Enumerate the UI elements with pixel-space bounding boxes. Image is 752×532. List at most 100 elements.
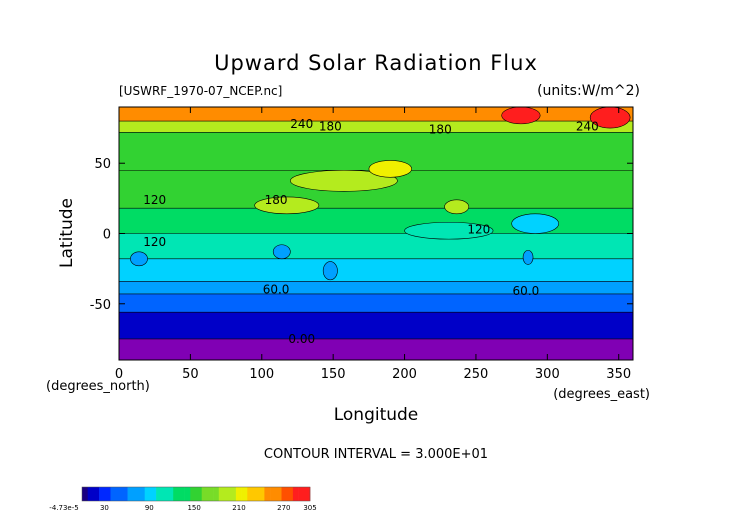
heatmap-patch xyxy=(589,107,631,129)
colorbar-swatch xyxy=(264,487,271,501)
colorbar xyxy=(81,486,311,502)
colorbar-swatch xyxy=(116,487,123,501)
colorbar-swatch xyxy=(161,487,168,501)
colorbar-swatch xyxy=(133,487,140,501)
colorbar-label: 90 xyxy=(145,504,154,512)
colorbar-swatch xyxy=(213,487,220,501)
contour-label: 180 xyxy=(265,193,288,207)
heatmap-patch xyxy=(522,250,534,265)
y-unit-label: (degrees_north) xyxy=(46,379,150,394)
units-label: (units:W/m^2) xyxy=(537,83,640,99)
x-tick-label: 100 xyxy=(249,367,274,382)
colorbar-swatch xyxy=(218,487,225,501)
chart-title: Upward Solar Radiation Flux xyxy=(214,51,538,75)
colorbar-swatch xyxy=(230,487,237,501)
colorbar-swatch xyxy=(82,487,88,501)
colorbar-swatch xyxy=(110,487,117,501)
heatmap-band xyxy=(119,121,633,133)
colorbar-swatch xyxy=(201,487,208,501)
heatmap-patch xyxy=(368,160,412,178)
y-tick-label: -50 xyxy=(90,298,111,313)
colorbar-frame xyxy=(81,486,311,502)
heatmap-patch xyxy=(501,107,541,125)
colorbar-swatch xyxy=(235,487,242,501)
colorbar-swatch xyxy=(287,487,294,501)
heatmap-patch xyxy=(404,221,494,240)
colorbar-swatch xyxy=(93,487,100,501)
x-tick-label: 150 xyxy=(321,367,346,382)
x-axis-label: Longitude xyxy=(334,405,419,425)
colorbar-swatch xyxy=(224,487,231,501)
colorbar-swatch xyxy=(207,487,214,501)
heatmap-patch xyxy=(272,244,291,260)
colorbar-swatch xyxy=(87,487,94,501)
x-unit-label: (degrees_east) xyxy=(553,387,650,402)
x-tick-label: 200 xyxy=(392,367,417,382)
colorbar-label: 270 xyxy=(277,504,290,512)
colorbar-swatch xyxy=(241,487,248,501)
colorbar-swatch xyxy=(150,487,157,501)
colorbar-swatch xyxy=(144,487,151,501)
colorbar-swatch xyxy=(184,487,191,501)
heatmap-band xyxy=(119,107,633,122)
heatmap-band xyxy=(119,338,633,360)
colorbar-labels: -4.73e-5 30 90 150 210 270 305 xyxy=(49,504,316,512)
contour-label: 120 xyxy=(143,235,166,249)
colorbar-swatch xyxy=(247,487,254,501)
contour-label: 120 xyxy=(467,222,490,236)
colorbar-label: 30 xyxy=(100,504,109,512)
x-tick-label: 50 xyxy=(182,367,199,382)
colorbar-swatch xyxy=(253,487,259,501)
colorbar-label: 305 xyxy=(303,504,316,512)
contour-interval: CONTOUR INTERVAL = 3.000E+01 xyxy=(264,447,488,462)
colorbar-swatch xyxy=(127,487,134,501)
colorbar-swatch xyxy=(156,487,163,501)
colorbar-swatch xyxy=(104,487,111,501)
x-tick-label: 0 xyxy=(115,367,123,382)
x-tick-label: 300 xyxy=(535,367,560,382)
heatmap-patch xyxy=(322,261,338,281)
y-axis-label: Latitude xyxy=(57,198,77,268)
heatmap-patch xyxy=(290,169,398,192)
contour-labels: 0.00 60.0 60.0 120 120 120 180 180 180 240 240 xyxy=(143,117,599,346)
heatmap-band xyxy=(119,293,633,313)
contour-label: 240 xyxy=(576,120,599,134)
heatmap-band xyxy=(119,312,633,339)
heatmap-band xyxy=(119,258,633,282)
heatmap-patches xyxy=(130,107,631,281)
x-tick-label: 250 xyxy=(464,367,489,382)
contour-label: 60.0 xyxy=(263,283,290,297)
contour-label: 180 xyxy=(319,120,342,134)
heatmap-patch xyxy=(130,251,148,267)
y-tick-label: 0 xyxy=(103,228,111,243)
heatmap-patch xyxy=(254,196,320,215)
colorbar-swatch xyxy=(139,487,145,501)
colorbar-swatch xyxy=(275,487,282,501)
colorbar-swatch xyxy=(281,487,288,501)
colorbar-swatch xyxy=(173,487,180,501)
colorbar-label: 210 xyxy=(232,504,245,512)
contour-label: 120 xyxy=(143,193,166,207)
x-axis-ticks: 0 50 100 150 200 250 300 350 xyxy=(115,107,631,382)
contour-label: 60.0 xyxy=(513,284,540,298)
heatmap-bands xyxy=(119,107,633,360)
heatmap-patch xyxy=(444,199,470,215)
colorbar-swatch xyxy=(270,487,277,501)
colorbar-swatch xyxy=(178,487,185,501)
file-label: [USWRF_1970-07_NCEP.nc] xyxy=(119,84,282,98)
colorbar-swatch xyxy=(121,487,128,501)
contour-label: 180 xyxy=(429,122,452,136)
colorbar-swatch xyxy=(167,487,174,501)
contour-label: 0.00 xyxy=(288,332,315,346)
colorbar-swatch xyxy=(196,487,202,501)
colorbar-swatch xyxy=(258,487,265,501)
colorbar-label: -4.73e-5 xyxy=(49,504,78,512)
colorbar-label: 150 xyxy=(187,504,200,512)
colorbar-swatch xyxy=(190,487,197,501)
y-tick-label: 50 xyxy=(94,157,111,172)
heatmap-band xyxy=(119,233,633,259)
colorbar-swatch xyxy=(298,487,305,501)
colorbar-swatch xyxy=(99,487,106,501)
heatmap-band xyxy=(119,281,633,294)
